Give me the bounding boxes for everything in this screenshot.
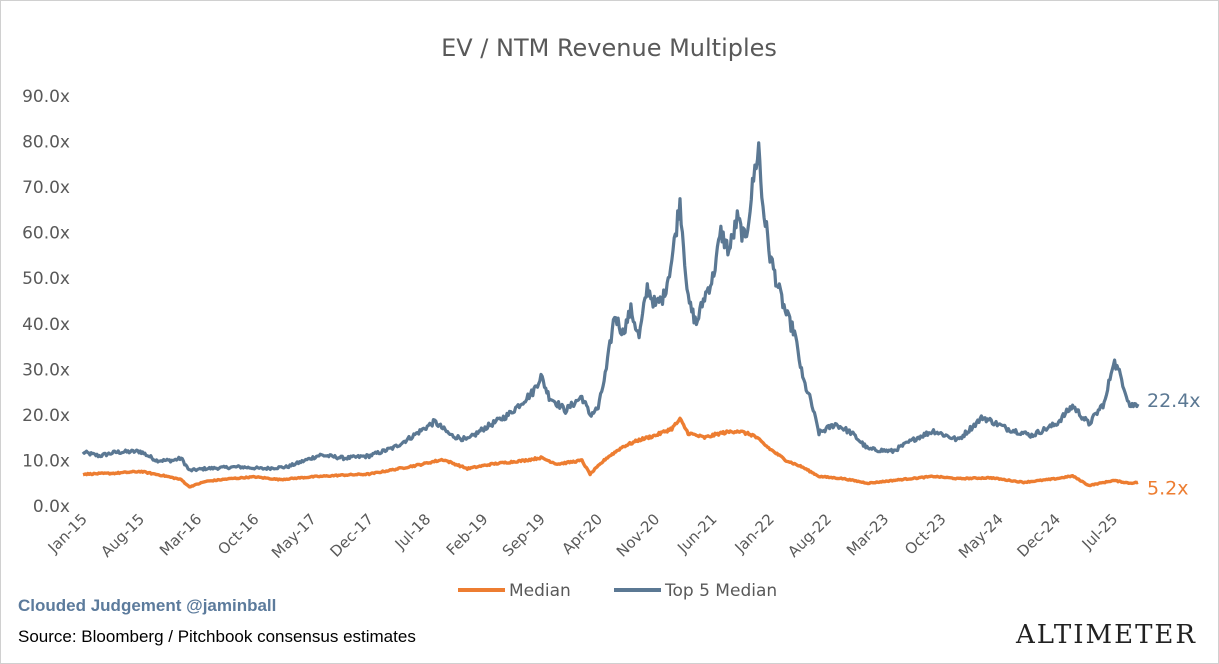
series-line-median xyxy=(82,416,1139,489)
x-tick-label: Jun-21 xyxy=(673,510,720,557)
y-tick-label: 60.0x xyxy=(22,224,70,244)
series-line-top5-median xyxy=(81,141,1140,473)
x-tick-label: Aug-15 xyxy=(97,510,148,561)
y-tick-label: 70.0x xyxy=(22,178,70,198)
y-tick-label: 50.0x xyxy=(22,269,70,289)
x-tick-label: Jul-18 xyxy=(391,510,435,554)
chart-title: EV / NTM Revenue Multiples xyxy=(441,34,777,62)
x-tick-label: Mar-16 xyxy=(156,510,205,559)
footer-source: Source: Bloomberg / Pitchbook consensus … xyxy=(18,627,416,646)
x-tick-label: May-24 xyxy=(955,510,1007,562)
y-tick-label: 20.0x xyxy=(22,406,70,426)
x-tick-label: Oct-23 xyxy=(901,510,949,558)
end-label-median: 5.2x xyxy=(1147,477,1188,499)
x-tick-label: Jan-22 xyxy=(731,510,778,557)
x-tick-label: Oct-16 xyxy=(214,510,262,558)
x-tick-label: Aug-22 xyxy=(784,510,835,561)
end-label-top5-median: 22.4x xyxy=(1147,390,1201,412)
legend: Median Top 5 Median xyxy=(458,581,777,601)
footer-brand: Clouded Judgement @jaminball xyxy=(18,596,277,615)
x-tick-label: Jul-25 xyxy=(1078,510,1122,554)
x-tick-label: Dec-24 xyxy=(1013,510,1064,561)
legend-label-median: Median xyxy=(509,581,571,601)
legend-label-top5-median: Top 5 Median xyxy=(664,581,777,601)
y-tick-label: 80.0x xyxy=(22,133,70,153)
x-tick-label: Dec-17 xyxy=(326,510,377,561)
y-tick-label: 40.0x xyxy=(22,315,70,335)
x-tick-label: Mar-23 xyxy=(843,510,892,559)
x-tick-label: Sep-19 xyxy=(499,510,549,560)
x-tick-label: Jan-15 xyxy=(44,510,91,557)
y-tick-label: 90.0x xyxy=(22,87,70,107)
y-tick-label: 30.0x xyxy=(22,360,70,380)
x-tick-label: Nov-20 xyxy=(613,510,663,560)
x-tick-label: May-17 xyxy=(268,510,320,562)
y-tick-label: 0.0x xyxy=(33,497,70,517)
y-tick-label: 10.0x xyxy=(22,451,70,471)
altimeter-logo: ALTIMETER xyxy=(1015,620,1197,650)
x-tick-label: Apr-20 xyxy=(558,510,606,558)
x-tick-label: Feb-19 xyxy=(443,510,492,559)
